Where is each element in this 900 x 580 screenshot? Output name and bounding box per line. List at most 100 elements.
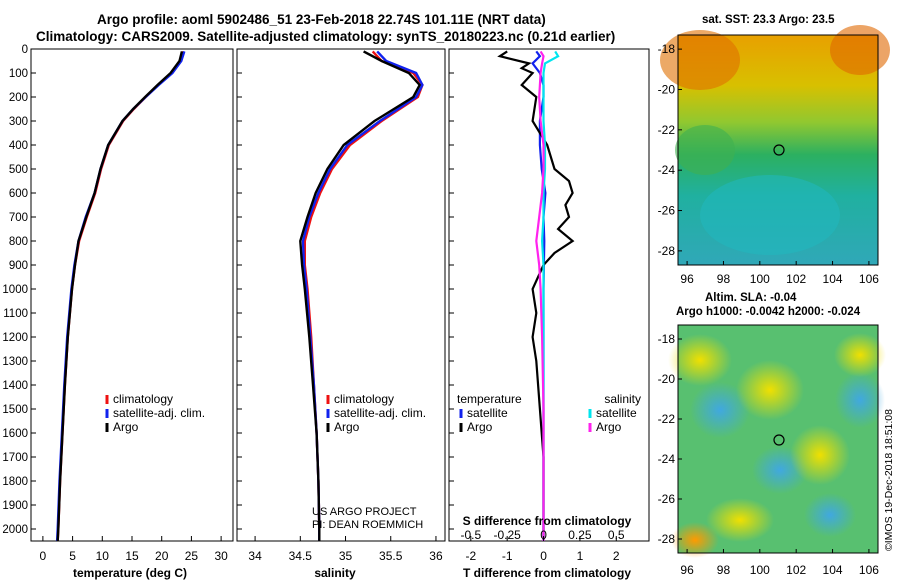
y-tick-label: 1900 (2, 500, 28, 512)
y-tick-label: 1400 (2, 380, 28, 392)
map-x-tick-label: 96 (680, 563, 694, 577)
legend-label: satellite-adj. clim. (334, 406, 426, 420)
x-axis-label: T difference from climatology (463, 566, 631, 580)
x-tick-label: 0 (40, 549, 47, 563)
map-x-tick-label: 100 (750, 272, 770, 286)
y-tick-label: 1700 (2, 452, 28, 464)
y-tick-label: 1500 (2, 404, 28, 416)
salinity-panel (236, 48, 446, 542)
sla-map-subtitle: Argo h1000: -0.0042 h2000: -0.024 (676, 306, 861, 318)
sst-map (660, 25, 890, 266)
credit-pi: PI: DEAN ROEMMICH (312, 519, 424, 531)
y-tick-label: 700 (9, 212, 28, 224)
y-tick-label: 500 (9, 164, 28, 176)
y-tick-label: 1100 (3, 308, 28, 320)
sla-map-title: Altim. SLA: -0.04 (705, 292, 797, 304)
x-tick-label: 34.5 (289, 549, 313, 563)
x-tick-label: 35 (339, 549, 353, 563)
y-tick-label: 400 (9, 140, 28, 152)
map-x-tick-label: 100 (750, 563, 770, 577)
x-tick-label: 30 (214, 549, 228, 563)
legend-label: satellite (596, 406, 637, 420)
series-line-2 (299, 50, 422, 541)
x-tick-label: 5 (69, 549, 76, 563)
x-tick-label: 20 (155, 549, 169, 563)
imos-timestamp: ©IMOS 19-Dec-2018 18:51:08 (883, 409, 895, 551)
y-tick-label: 1800 (2, 476, 28, 488)
y-tick-label: 800 (9, 236, 28, 248)
x-tick-label-salinity: 0.25 (568, 528, 592, 542)
legend-label: climatology (334, 392, 394, 406)
y-tick-label: 1600 (2, 428, 28, 440)
map-y-tick-label: -18 (658, 332, 676, 346)
map-y-tick-label: -28 (658, 244, 676, 258)
map-y-tick-label: -18 (658, 42, 676, 56)
series-line-1 (301, 50, 424, 541)
difference-panel (448, 48, 650, 542)
y-tick-label: 100 (9, 68, 28, 80)
x-tick-label: 2 (613, 549, 620, 563)
y-tick-label: 2000 (2, 524, 28, 536)
credit-project: US ARGO PROJECT (312, 506, 417, 518)
y-tick-label: 600 (9, 188, 28, 200)
map-y-tick-label: -20 (658, 82, 676, 96)
legend-label: Argo (596, 420, 622, 434)
y-tick-label: 1300 (2, 356, 28, 368)
float-position-marker (773, 144, 785, 156)
map-x-tick-label: 102 (786, 272, 806, 286)
x-tick-label-salinity: 0 (540, 528, 547, 542)
legend-label: satellite-adj. clim. (113, 406, 205, 420)
x-tick-label-salinity: -0.25 (494, 528, 522, 542)
series-line-3 (535, 50, 545, 541)
map-y-tick-label: -22 (658, 412, 676, 426)
map-y-tick-label: -24 (658, 452, 676, 466)
x-tick-label: -2 (465, 549, 476, 563)
legend-label: satellite (467, 406, 508, 420)
y-tick-label: 200 (9, 92, 28, 104)
sst-map-title: sat. SST: 23.3 Argo: 23.5 (702, 14, 835, 26)
y-tick-label: 1200 (2, 332, 28, 344)
legend-label: climatology (113, 392, 173, 406)
map-y-tick-label: -22 (658, 123, 676, 137)
x-tick-label: 10 (96, 549, 110, 563)
y-tick-label: 300 (9, 116, 28, 128)
map-y-tick-label: -20 (658, 372, 676, 386)
x-tick-label: 15 (125, 549, 139, 563)
title-line-1: Argo profile: aoml 5902486_51 23-Feb-201… (97, 12, 546, 27)
map-x-tick-label: 106 (859, 563, 879, 577)
float-position-marker-sla (773, 434, 785, 446)
map-y-tick-label: -24 (658, 163, 676, 177)
map-y-tick-label: -28 (658, 532, 676, 546)
map-x-tick-label: 104 (823, 272, 843, 286)
y-tick-label: 0 (22, 44, 28, 56)
x-tick-label: 1 (577, 549, 584, 563)
x-axis-label: temperature (deg C) (73, 566, 187, 580)
x-tick-label: -1 (502, 549, 513, 563)
x-tick-label: 34 (248, 549, 262, 563)
legend-label: Argo (467, 420, 493, 434)
map-x-tick-label: 106 (859, 272, 879, 286)
y-tick-label: 1000 (2, 284, 28, 296)
legend-title-temperature: temperature (457, 392, 522, 406)
map-x-tick-label: 98 (717, 563, 731, 577)
y-tick-label: 900 (9, 260, 28, 272)
sla-map (668, 324, 886, 558)
x-axis-label: salinity (314, 566, 356, 580)
x-tick-label: 25 (185, 549, 199, 563)
series-line-0 (303, 50, 424, 541)
legend-label: Argo (334, 420, 360, 434)
map-x-tick-label: 96 (680, 272, 694, 286)
map-y-tick-label: -26 (658, 204, 676, 218)
x-tick-label: 36 (429, 549, 443, 563)
map-x-tick-label: 104 (823, 563, 843, 577)
map-x-tick-label: 102 (786, 563, 806, 577)
legend-label: Argo (113, 420, 139, 434)
map-y-tick-label: -26 (658, 492, 676, 506)
x-tick-label-salinity: 0.5 (608, 528, 625, 542)
x-tick-label-salinity: -0.5 (460, 528, 481, 542)
map-x-tick-label: 98 (717, 272, 731, 286)
x-tick-label: 0 (540, 549, 547, 563)
legend-title-salinity: salinity (604, 392, 641, 406)
series-line-2 (56, 51, 184, 542)
